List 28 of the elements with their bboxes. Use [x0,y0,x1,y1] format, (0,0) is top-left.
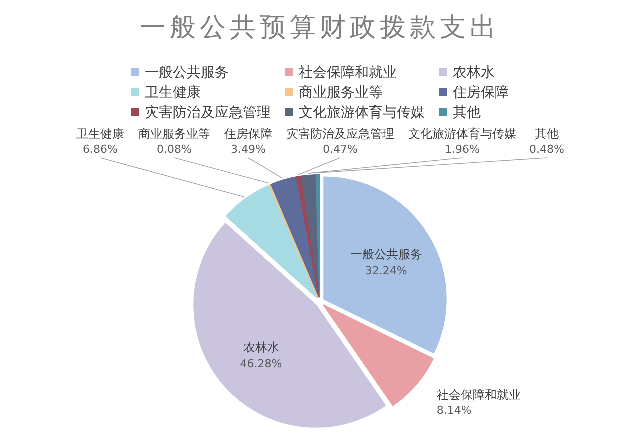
slice-label: 住房保障 [224,127,272,141]
data-label: 0.48% [530,143,564,156]
data-label: 0.47% [323,143,358,156]
legend-label: 灾害防治及应急管理 [145,105,271,122]
legend-label: 住房保障 [452,85,509,102]
data-label: 46.28% [240,358,282,371]
slice-label: 社会保障和就业 [436,388,521,402]
slice-label: 灾害防治及应急管理 [286,127,394,141]
data-label: 6.86% [83,143,118,156]
data-label: 32.24% [365,264,408,278]
data-label: 3.49% [231,143,266,156]
slice-label: 商业服务业等 [138,127,210,141]
legend-label: 农林水 [453,65,495,82]
legend-label: 卫生健康 [145,85,201,102]
legend-label: 社会保障和就业 [299,65,397,82]
legend-label: 文化旅游体育与传媒 [299,104,425,122]
data-label: 0.08% [157,143,192,156]
chart-title: 一般公共预算财政拨款支出 [140,13,500,43]
slice-label: 一般公共服务 [350,248,422,262]
slice-label: 农林水 [243,340,280,355]
data-label: 1.96% [445,143,480,156]
legend-label: 商业服务业等 [299,85,383,102]
data-label: 8.14% [436,404,472,418]
slice-label: 文化旅游体育与传媒 [408,127,516,141]
legend-label: 一般公共服务 [145,65,229,82]
slice-label: 卫生健康 [76,127,124,141]
legend-label: 其他 [453,105,481,122]
slice-label: 其他 [535,127,559,141]
